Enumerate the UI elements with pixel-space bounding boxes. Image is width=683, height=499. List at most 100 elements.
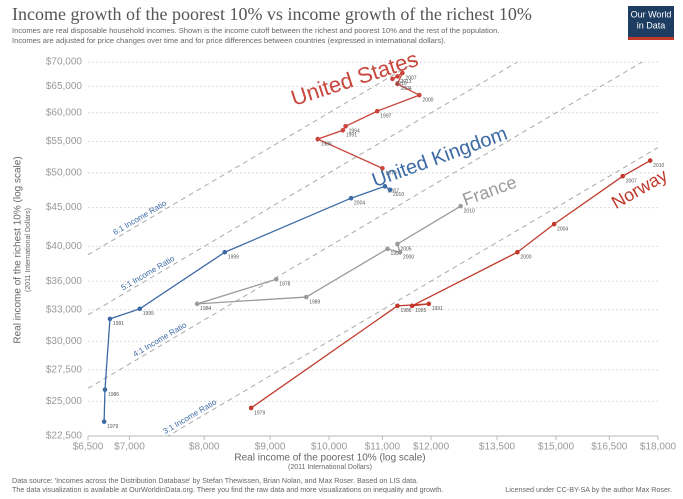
- x-tick-label: $12,000: [413, 442, 450, 453]
- point: [515, 249, 520, 255]
- chart-title: Income growth of the poorest 10% vs inco…: [12, 4, 532, 24]
- point: [400, 70, 405, 76]
- point-label: 1995: [415, 308, 426, 314]
- y-tick-label: $27,500: [46, 365, 83, 376]
- point-label: 2013: [400, 79, 411, 85]
- point: [194, 301, 200, 307]
- source: The data visualization is available at O…: [12, 485, 443, 494]
- point: [222, 249, 228, 255]
- point: [340, 127, 346, 133]
- point-label: 2000: [422, 97, 433, 103]
- y-tick-label: $50,000: [46, 168, 83, 179]
- point: [390, 76, 395, 82]
- ratio-line: [167, 147, 658, 436]
- point: [426, 301, 432, 307]
- subtitle: Incomes are real disposable household in…: [12, 26, 499, 35]
- point: [395, 241, 400, 247]
- license: Licensed under CC-BY-SA by the author Ma…: [505, 485, 672, 494]
- point: [387, 187, 393, 193]
- source: Data source: 'Incomes across the Distrib…: [12, 476, 418, 485]
- x-tick-label: $9,000: [255, 442, 286, 453]
- point-label: 1986: [400, 308, 411, 314]
- y-tick-label: $60,000: [46, 107, 83, 118]
- point-label: 2004: [400, 86, 411, 92]
- x-axis-label: Real income of the poorest 10% (log scal…: [234, 453, 425, 464]
- point-label: 1984: [200, 306, 211, 312]
- y-tick-label: $70,000: [46, 57, 83, 68]
- series-line: [250, 160, 651, 409]
- point-label: 2000: [520, 255, 531, 261]
- point: [409, 303, 415, 309]
- point: [273, 276, 279, 282]
- y-tick-label: $36,000: [46, 276, 83, 287]
- series-line: [103, 185, 391, 422]
- y-tick-label: $65,000: [46, 81, 83, 92]
- point: [107, 316, 113, 322]
- y-tick-label: $33,000: [46, 304, 83, 315]
- logo-text: in Data: [637, 20, 666, 30]
- point: [101, 419, 107, 424]
- point-label: 2010: [395, 81, 406, 87]
- point-label: 1991: [346, 133, 357, 139]
- point-label: 2007: [626, 179, 637, 185]
- point: [382, 184, 388, 189]
- point-label: 1994: [349, 129, 360, 135]
- point: [348, 195, 354, 201]
- point-label: 2005: [400, 246, 411, 252]
- point: [395, 74, 400, 79]
- ratio-line: [88, 62, 417, 256]
- point: [343, 123, 348, 129]
- point-label: 2010: [393, 192, 404, 198]
- point-label: 1994: [390, 251, 401, 257]
- logo-text: Our World: [631, 9, 672, 19]
- y-axis-sublabel: (2011 International Dollars): [25, 208, 32, 292]
- point: [303, 294, 309, 300]
- x-tick-label: $6,500: [73, 442, 104, 453]
- point-label: 1979: [254, 410, 265, 416]
- point: [395, 303, 400, 309]
- point-label: 1979: [107, 424, 118, 430]
- x-tick-label: $8,000: [189, 442, 220, 453]
- point-label: 1991: [432, 306, 443, 312]
- x-tick-label: $18,000: [640, 442, 677, 453]
- point-label: 2004: [354, 201, 365, 207]
- point: [374, 108, 380, 114]
- point: [458, 203, 463, 209]
- point: [248, 405, 254, 411]
- x-tick-label: $11,000: [365, 442, 401, 453]
- logo: [628, 6, 674, 40]
- x-tick-label: $16,500: [591, 442, 628, 453]
- point: [315, 136, 321, 142]
- point-label: 1989: [309, 299, 320, 305]
- point-label: 1995: [143, 311, 154, 317]
- x-tick-label: $15,000: [538, 442, 575, 453]
- y-tick-label: $22,500: [46, 431, 83, 442]
- y-tick-label: $40,000: [46, 241, 83, 252]
- subtitle: Incomes are adjusted for price changes o…: [12, 36, 446, 45]
- point: [620, 173, 626, 179]
- plot-area: [88, 62, 658, 436]
- point-label: 1979: [385, 171, 396, 177]
- logo-bar: [628, 37, 674, 40]
- point: [385, 246, 390, 252]
- point-label: 1986: [321, 141, 332, 147]
- ratio-line: [88, 62, 644, 389]
- y-tick-label: $25,000: [46, 396, 83, 407]
- point: [417, 92, 422, 98]
- point-label: 1991: [113, 321, 124, 327]
- point-label: 1986: [108, 392, 119, 398]
- point-label: 2007: [405, 75, 416, 81]
- y-tick-label: $55,000: [46, 136, 83, 147]
- point-label: 2010: [653, 163, 664, 169]
- point-label: 2004: [557, 226, 568, 232]
- point-label: 1978: [279, 282, 290, 288]
- x-tick-label: $10,000: [311, 442, 348, 453]
- y-axis-label: Real income of the richest 10% (log scal…: [13, 156, 24, 343]
- point-label: 2010: [464, 208, 475, 214]
- y-tick-label: $45,000: [46, 202, 83, 213]
- point: [380, 165, 385, 171]
- point-label: 1997: [380, 113, 391, 119]
- point-label: 2000: [403, 255, 414, 261]
